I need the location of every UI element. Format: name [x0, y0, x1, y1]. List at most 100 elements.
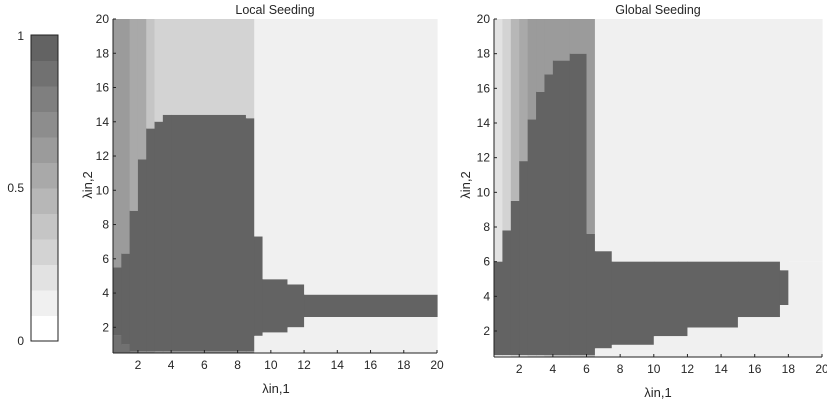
heatmap-cell-lower	[129, 351, 139, 353]
y-tick-label: 16	[477, 81, 491, 95]
x-tick-label: 20	[815, 362, 827, 376]
y-tick-label: 4	[102, 286, 109, 300]
local-seeding-title: Local Seeding	[235, 3, 314, 17]
x-tick-label: 12	[681, 362, 695, 376]
heatmap-cell-lower	[536, 355, 546, 357]
heatmap-cell-lower	[653, 336, 689, 357]
y-tick-label: 6	[102, 252, 109, 266]
colorbar-level-9	[31, 86, 58, 112]
heatmap-cell-lower	[137, 351, 147, 353]
heatmap-cell-high	[653, 261, 689, 337]
heatmap-cell-upper	[146, 19, 156, 129]
heatmap-cell-upper	[519, 19, 529, 162]
colorbar-level-11	[31, 35, 58, 61]
heatmap-cell-high	[245, 118, 255, 352]
colorbar-frame	[30, 34, 59, 342]
heatmap-cell-high	[586, 233, 596, 356]
colorbar-tick-1: 1	[17, 29, 24, 43]
colorbar-level-8	[31, 111, 58, 138]
heatmap-cell-upper	[137, 19, 147, 160]
global-seeding-heatmap	[493, 19, 823, 358]
heatmap-cell-high	[594, 251, 613, 349]
global-seeding-panel: 2 4 6 8 10 12 14 16 18 20 2 4 6 8 10 12 14 16 18 20 Global…	[458, 3, 827, 400]
heatmap-cell-upper	[737, 19, 781, 262]
global-seeding-y-label: λin,2	[458, 171, 473, 198]
heatmap-cell-upper	[129, 19, 139, 211]
heatmap-cell-lower	[527, 355, 537, 357]
heatmap-cell-high	[162, 114, 172, 352]
x-tick-label: 16	[364, 358, 378, 372]
heatmap-cell-high	[113, 267, 122, 336]
heatmap-cell-lower	[502, 355, 512, 357]
global-seeding-title: Global Seeding	[615, 3, 701, 17]
heatmap-cell-lower	[154, 351, 164, 353]
x-tick-label: 4	[550, 362, 557, 376]
heatmap-cell-high	[519, 161, 529, 356]
heatmap-cell-lower	[779, 305, 789, 357]
local-seeding-heatmap	[112, 19, 438, 354]
y-tick-label: 18	[477, 47, 491, 61]
heatmap-cell-upper	[544, 19, 554, 75]
colorbar-level-3	[31, 239, 58, 265]
local-seeding-y-label: λin,2	[80, 171, 95, 198]
heatmap-cell-lower	[552, 355, 571, 357]
heatmap-cell-upper	[687, 19, 739, 262]
heatmap-cell-upper	[502, 19, 512, 231]
heatmap-cell-upper	[113, 19, 122, 268]
heatmap-cell-high	[121, 253, 131, 345]
global-seeding-x-label: λin,1	[644, 385, 671, 400]
heatmap-cell-upper	[527, 19, 537, 120]
heatmap-cell-upper	[510, 19, 520, 201]
heatmap-cell-upper	[569, 19, 588, 54]
heatmap-cell-upper	[254, 19, 264, 237]
colorbar-level-1	[31, 290, 58, 316]
heatmap-cell-high	[304, 294, 438, 318]
y-tick-label: 2	[483, 324, 490, 338]
heatmap-cell-high	[687, 261, 739, 328]
y-tick-label: 8	[102, 218, 109, 232]
heatmap-cell-lower	[586, 355, 596, 357]
heatmap-cell-upper	[779, 19, 789, 271]
y-tick-label: 2	[102, 320, 109, 334]
heatmap-cell-lower	[544, 355, 554, 357]
heatmap-cell-upper	[653, 19, 689, 262]
y-tick-label: 10	[477, 185, 491, 199]
heatmap-cell-lower	[737, 317, 781, 357]
heatmap-cell-lower	[162, 351, 172, 353]
y-tick-label: 16	[96, 81, 110, 95]
global-seeding-x-ticks: 2 4 6 8 10 12 14 16 18 20	[516, 354, 827, 376]
heatmap-cell-lower	[687, 327, 739, 357]
x-tick-label: 12	[297, 358, 311, 372]
heatmap-cell-high	[502, 230, 512, 356]
x-tick-label: 18	[397, 358, 411, 372]
heatmap-cell-lower	[304, 317, 438, 353]
heatmap-cell-upper	[536, 19, 546, 92]
heatmap-cell-lower	[788, 261, 823, 357]
colorbar-level-0	[31, 315, 58, 342]
x-tick-label: 10	[264, 358, 278, 372]
heatmap-cell-lower	[121, 344, 131, 353]
heatmap-cell-lower	[594, 348, 613, 357]
colorbar-tick-0: 0	[17, 334, 24, 348]
heatmap-cell-upper	[287, 19, 305, 285]
heatmap-cell-high	[611, 261, 655, 345]
x-tick-label: 16	[748, 362, 762, 376]
y-tick-label: 20	[96, 12, 110, 26]
colorbar-level-7	[31, 137, 58, 163]
heatmap-cell-upper	[586, 19, 596, 234]
y-tick-label: 12	[477, 151, 491, 165]
colorbar-level-4	[31, 213, 58, 240]
heatmap-cell-high	[536, 91, 546, 356]
heatmap-cell-upper	[494, 19, 504, 262]
colorbar-tick-0.5: 0.5	[7, 181, 24, 195]
colorbar: 0 0.5 1	[7, 29, 59, 348]
y-tick-label: 14	[96, 115, 110, 129]
x-tick-label: 2	[516, 362, 523, 376]
global-seeding-y-ticks: 2 4 6 8 10 12 14 16 18 20	[477, 12, 497, 338]
heatmap-cell-upper	[611, 19, 655, 262]
heatmap-cell-lower	[146, 351, 156, 353]
heatmap-cell-high	[552, 60, 571, 356]
heatmap-cell-upper	[552, 19, 571, 61]
heatmap-cell-high	[262, 279, 289, 333]
local-seeding-y-ticks: 2 4 6 8 10 12 14 16 18 20	[96, 12, 116, 334]
